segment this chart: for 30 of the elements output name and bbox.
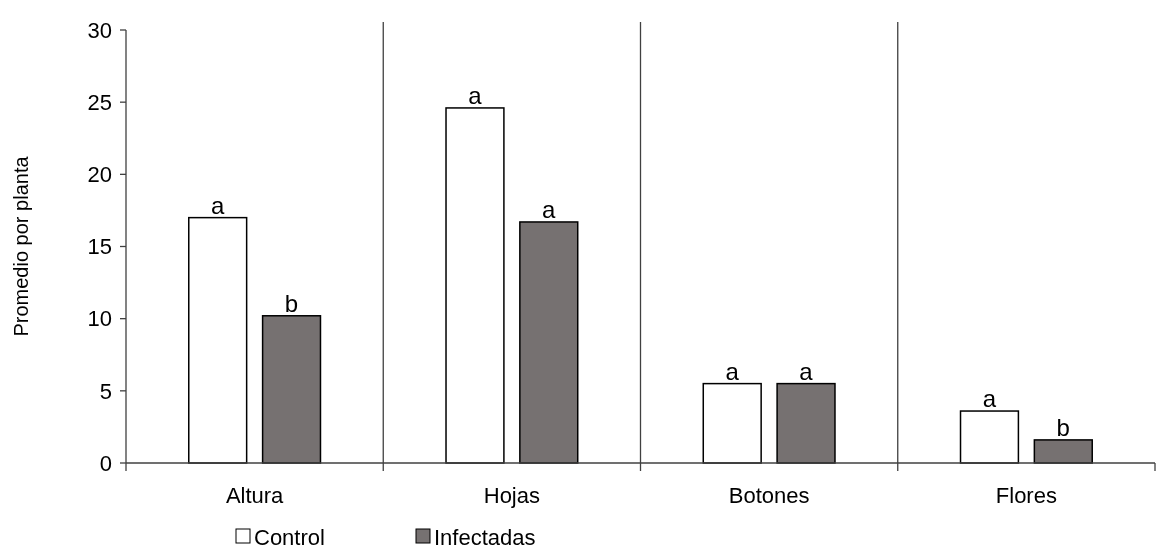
bar	[188, 216, 248, 464]
x-tick-label: Botones	[728, 483, 810, 508]
y-tick-label: 10	[87, 306, 112, 332]
data-label: a	[468, 81, 483, 109]
y-tick-label: 0	[99, 450, 112, 476]
bar	[776, 382, 836, 464]
y-tick-label: 15	[87, 234, 112, 260]
y-axis-title: Promedio por planta	[10, 155, 32, 337]
data-label: a	[211, 191, 226, 219]
bar	[261, 315, 322, 464]
y-tick-label: 20	[87, 162, 112, 188]
bar	[959, 410, 1020, 464]
bar	[445, 107, 505, 464]
legend-label: Control	[254, 525, 325, 550]
legend-label: Infectadas	[434, 525, 536, 550]
data-label: a	[982, 385, 997, 413]
bar	[702, 382, 762, 464]
data-label: a	[725, 357, 740, 385]
x-tick-label: Altura	[225, 483, 285, 508]
data-label: b	[284, 289, 299, 317]
y-tick-label: 5	[99, 378, 112, 404]
x-tick-label: Flores	[995, 483, 1057, 508]
bar	[519, 221, 579, 464]
data-label: b	[1056, 413, 1070, 441]
y-tick-label: 30	[87, 17, 112, 43]
y-tick-label: 25	[87, 89, 112, 115]
x-tick-label: Hojas	[483, 483, 540, 508]
data-label: a	[799, 357, 814, 385]
data-label: a	[542, 195, 557, 223]
bar	[1033, 439, 1093, 464]
